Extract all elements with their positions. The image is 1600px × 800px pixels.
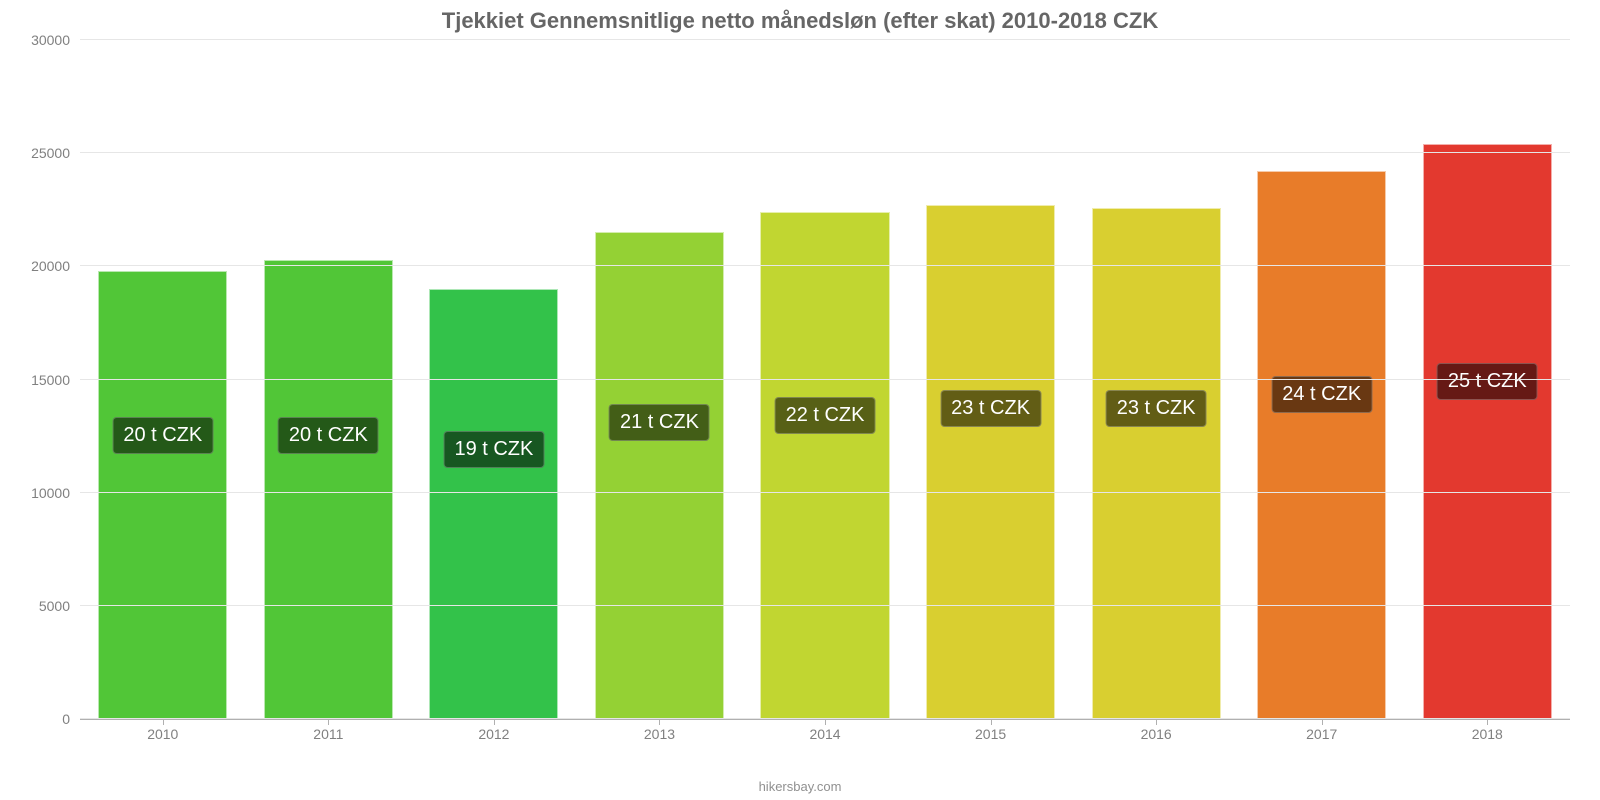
xtick-label: 2014: [742, 720, 908, 740]
gridline: [80, 492, 1570, 493]
gridline: [80, 605, 1570, 606]
ytick-label: 20000: [31, 258, 80, 274]
bar: [1423, 144, 1552, 719]
bar-slot: 25 t CZK: [1405, 40, 1571, 719]
bar-value-label: 22 t CZK: [775, 397, 876, 434]
x-axis: 201020112012201320142015201620172018: [80, 720, 1570, 740]
bar: [760, 212, 889, 719]
bar-slot: 23 t CZK: [1073, 40, 1239, 719]
chart-title: Tjekkiet Gennemsnitlige netto månedsløn …: [0, 0, 1600, 34]
xtick-label: 2017: [1239, 720, 1405, 740]
xtick-label: 2015: [908, 720, 1074, 740]
bar-value-label: 19 t CZK: [443, 431, 544, 468]
bar-value-label: 23 t CZK: [940, 390, 1041, 427]
bar: [1092, 208, 1221, 720]
gridline: [80, 152, 1570, 153]
bar: [264, 260, 393, 719]
ytick-label: 15000: [31, 372, 80, 388]
ytick-label: 25000: [31, 145, 80, 161]
gridline: [80, 39, 1570, 40]
bar-slot: 21 t CZK: [577, 40, 743, 719]
xtick-label: 2018: [1405, 720, 1571, 740]
bar-value-label: 25 t CZK: [1437, 363, 1538, 400]
bar: [595, 232, 724, 719]
gridline: [80, 379, 1570, 380]
ytick-label: 0: [62, 711, 80, 727]
bar-slot: 24 t CZK: [1239, 40, 1405, 719]
bar-value-label: 20 t CZK: [278, 417, 379, 454]
ytick-label: 5000: [39, 598, 80, 614]
gridline: [80, 265, 1570, 266]
bars-container: 20 t CZK 20 t CZK 19 t CZK 21 t CZK 22 t CZK…: [80, 40, 1570, 719]
bar-value-label: 21 t CZK: [609, 404, 710, 441]
bar: [98, 271, 227, 719]
ytick-label: 30000: [31, 32, 80, 48]
bar-value-label: 23 t CZK: [1106, 390, 1207, 427]
xtick-label: 2012: [411, 720, 577, 740]
bar-slot: 23 t CZK: [908, 40, 1074, 719]
bar: [926, 205, 1055, 719]
xtick-label: 2013: [577, 720, 743, 740]
xtick-label: 2016: [1073, 720, 1239, 740]
bar: [429, 289, 558, 719]
chart-area: 20 t CZK 20 t CZK 19 t CZK 21 t CZK 22 t CZK…: [80, 40, 1570, 740]
xtick-label: 2011: [246, 720, 412, 740]
bar-slot: 19 t CZK: [411, 40, 577, 719]
attribution-text: hikersbay.com: [0, 779, 1600, 794]
plot-region: 20 t CZK 20 t CZK 19 t CZK 21 t CZK 22 t CZK…: [80, 40, 1570, 720]
bar-slot: 20 t CZK: [80, 40, 246, 719]
xtick-label: 2010: [80, 720, 246, 740]
bar-value-label: 20 t CZK: [112, 417, 213, 454]
bar-value-label: 24 t CZK: [1271, 376, 1372, 413]
bar: [1257, 171, 1386, 719]
ytick-label: 10000: [31, 485, 80, 501]
bar-slot: 20 t CZK: [246, 40, 412, 719]
bar-slot: 22 t CZK: [742, 40, 908, 719]
